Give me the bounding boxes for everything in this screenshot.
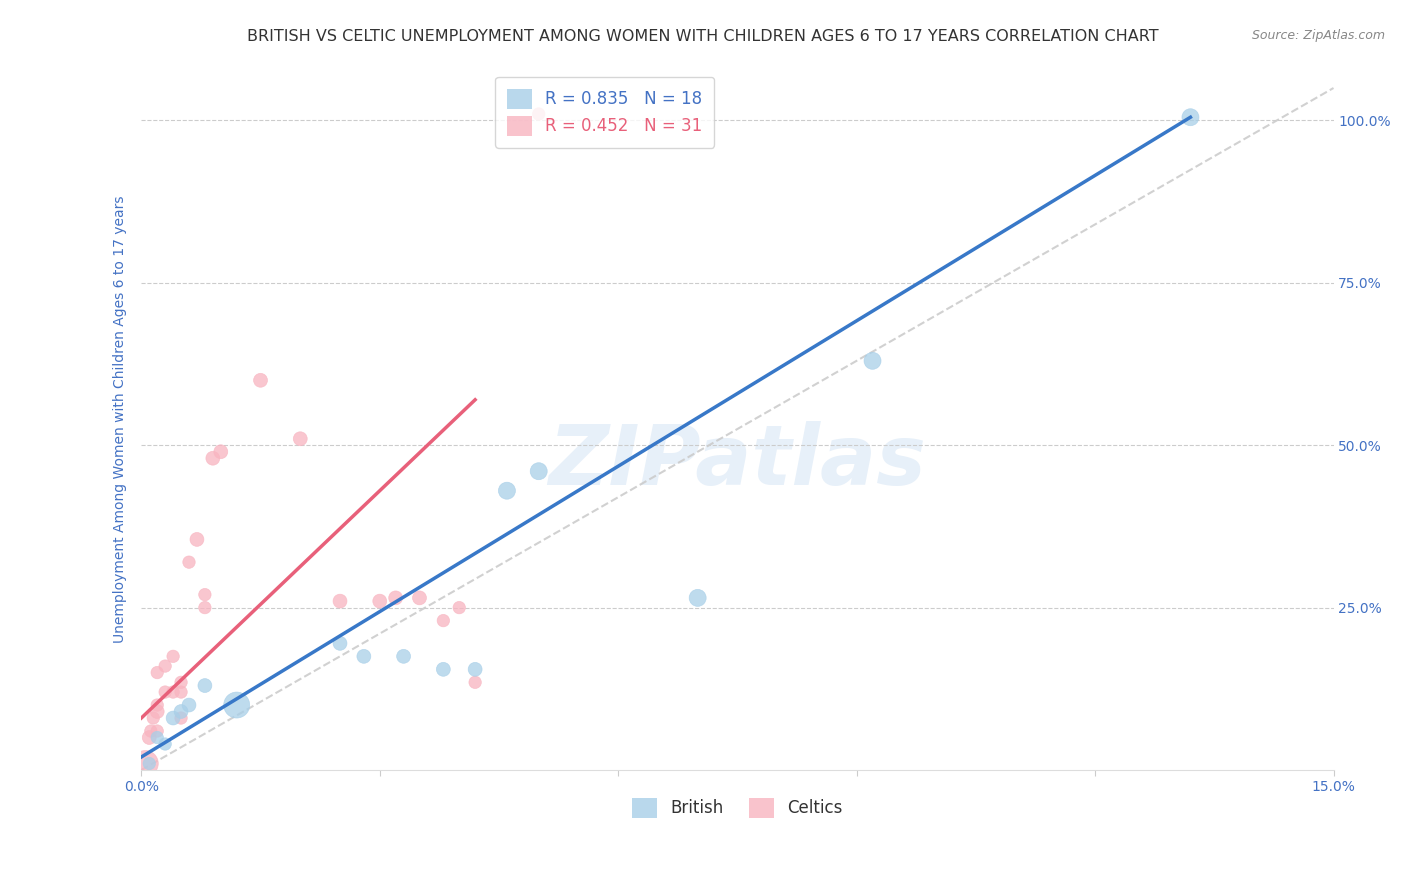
Text: BRITISH VS CELTIC UNEMPLOYMENT AMONG WOMEN WITH CHILDREN AGES 6 TO 17 YEARS CORR: BRITISH VS CELTIC UNEMPLOYMENT AMONG WOM… xyxy=(247,29,1159,44)
Point xyxy=(153,737,176,751)
Point xyxy=(449,600,471,615)
Point xyxy=(146,698,169,712)
Point xyxy=(153,685,176,699)
Point xyxy=(170,711,193,725)
Point xyxy=(496,483,519,498)
Point xyxy=(686,591,709,605)
Point xyxy=(138,731,160,745)
Point xyxy=(162,711,184,725)
Point xyxy=(329,636,352,650)
Point xyxy=(432,614,454,628)
Point xyxy=(162,649,184,664)
Legend: British, Celtics: British, Celtics xyxy=(626,791,849,825)
Point xyxy=(177,555,200,569)
Point xyxy=(138,756,160,771)
Point xyxy=(432,662,454,676)
Point xyxy=(146,705,169,719)
Point xyxy=(194,588,217,602)
Point xyxy=(527,464,550,478)
Point xyxy=(392,649,415,664)
Text: Source: ZipAtlas.com: Source: ZipAtlas.com xyxy=(1251,29,1385,42)
Point xyxy=(862,353,884,368)
Point xyxy=(201,451,224,466)
Point xyxy=(249,373,271,387)
Point xyxy=(170,675,193,690)
Text: ZIPatlas: ZIPatlas xyxy=(548,421,927,502)
Point xyxy=(290,432,312,446)
Point xyxy=(139,724,162,739)
Point xyxy=(194,600,217,615)
Point xyxy=(527,107,550,121)
Point xyxy=(209,444,232,458)
Point xyxy=(142,711,165,725)
Point xyxy=(170,705,193,719)
Point xyxy=(162,685,184,699)
Point xyxy=(153,659,176,673)
Point xyxy=(1180,110,1202,124)
Point xyxy=(146,731,169,745)
Point xyxy=(134,756,156,771)
Point xyxy=(146,665,169,680)
Point xyxy=(194,679,217,693)
Y-axis label: Unemployment Among Women with Children Ages 6 to 17 years: Unemployment Among Women with Children A… xyxy=(114,195,128,643)
Point xyxy=(225,698,247,712)
Point xyxy=(368,594,391,608)
Point xyxy=(353,649,375,664)
Point xyxy=(408,591,430,605)
Point xyxy=(186,533,208,547)
Point xyxy=(146,724,169,739)
Point xyxy=(464,662,486,676)
Point xyxy=(170,685,193,699)
Point xyxy=(177,698,200,712)
Point xyxy=(329,594,352,608)
Point xyxy=(464,675,486,690)
Point xyxy=(384,591,406,605)
